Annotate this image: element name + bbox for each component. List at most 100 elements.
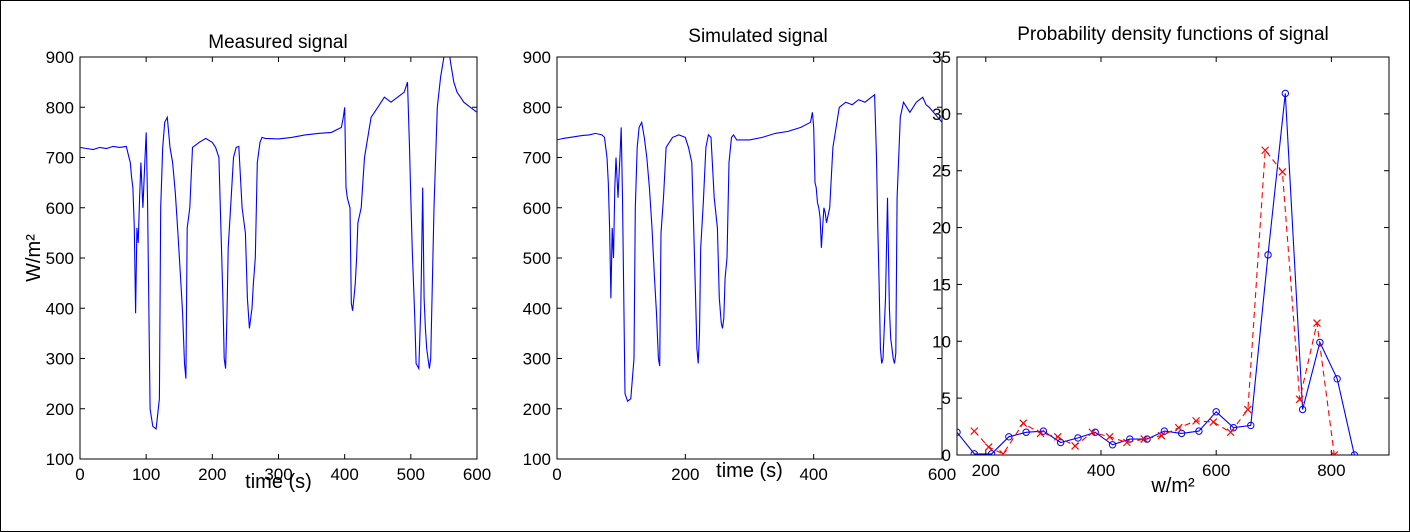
- plot-area: [956, 56, 1390, 456]
- data-point-x: [1243, 405, 1252, 414]
- data-point-circle: [1350, 451, 1359, 455]
- data-point-x: [1140, 435, 1149, 444]
- series-group: [80, 57, 477, 430]
- data-point-circle: [1281, 89, 1290, 98]
- y-tick-label: 25: [932, 162, 951, 181]
- chart-title: Probability density functions of signal: [1017, 24, 1329, 45]
- data-point-x-stroke: [1192, 416, 1200, 425]
- data-point-circle: [1333, 375, 1341, 383]
- data-point-x-stroke: [1295, 395, 1304, 404]
- data-point-x-stroke: [1001, 449, 1008, 455]
- data-point-x: [1192, 416, 1200, 425]
- data-point-x-stroke: [1330, 451, 1336, 455]
- data-point-x: [1226, 428, 1235, 437]
- y-tick-label: 100: [46, 450, 74, 469]
- data-point-x-stroke: [1071, 441, 1080, 450]
- data-point-x-stroke: [1333, 451, 1339, 455]
- x-axis-label: time (s): [245, 471, 312, 493]
- y-tick-label: 700: [46, 149, 74, 168]
- y-tick-label: 300: [523, 350, 551, 369]
- data-point-circle: [970, 450, 978, 455]
- data-point-x: [1261, 146, 1270, 155]
- series-line-1: [80, 57, 477, 430]
- data-point-x-stroke: [970, 427, 979, 436]
- x-tick-label: 600: [928, 465, 956, 484]
- series-line-2: [973, 148, 1335, 455]
- data-point-circle: [1022, 428, 1030, 436]
- data-point-x: [1157, 431, 1166, 440]
- data-point-x-stroke: [1053, 432, 1062, 441]
- data-point-x: [1313, 319, 1321, 328]
- y-tick-label: 500: [523, 249, 551, 268]
- x-tick-label: 600: [463, 465, 491, 484]
- y-tick-label: 400: [46, 299, 74, 318]
- y-tick-label: 10: [932, 332, 951, 351]
- x-tick-label: 400: [1087, 461, 1115, 480]
- chart-3: Probability density functions of signal 2…: [932, 24, 1390, 497]
- data-point-circle: [1160, 427, 1169, 435]
- x-tick-label: 500: [397, 465, 425, 484]
- x-axis-label: time (s): [716, 460, 783, 482]
- data-point-x: [970, 427, 979, 436]
- data-point-x: [984, 443, 993, 451]
- y-tick-label: 5: [942, 389, 951, 408]
- data-point-circle: [1195, 427, 1203, 435]
- data-point-x-stroke: [1226, 428, 1235, 437]
- y-tick-label: 35: [932, 48, 951, 67]
- data-point-x: [1071, 441, 1080, 450]
- data-point-x-stroke: [1157, 431, 1166, 440]
- x-tick-label: 400: [799, 465, 827, 484]
- y-tick-label: 400: [523, 299, 551, 318]
- data-point-circle: [1229, 424, 1238, 432]
- data-point-x-stroke: [1105, 432, 1114, 441]
- x-tick-label: 0: [75, 465, 84, 484]
- y-tick-label: 0: [942, 446, 951, 465]
- y-tick-label: 200: [46, 400, 74, 419]
- data-point-circle: [1212, 408, 1220, 416]
- data-point-x-stroke: [1174, 423, 1183, 432]
- data-point-circle: [1264, 251, 1272, 259]
- y-tick-label: 600: [523, 199, 551, 218]
- data-point-circle: [1108, 441, 1117, 449]
- plot-area: [556, 56, 943, 460]
- plot-area: [79, 56, 478, 460]
- series-line-1: [557, 93, 942, 403]
- data-point-x: [1174, 423, 1183, 432]
- series-group: [957, 89, 1359, 455]
- x-tick-label: 200: [198, 465, 226, 484]
- y-tick-label: 20: [932, 219, 951, 238]
- x-tick-label: 0: [552, 465, 561, 484]
- data-point-x-stroke: [1261, 146, 1270, 155]
- data-point-x-stroke: [1088, 428, 1097, 437]
- y-tick-label: 800: [46, 98, 74, 117]
- data-point-x: [1330, 451, 1339, 455]
- x-tick-label: 800: [1317, 461, 1345, 480]
- data-point-circle: [1247, 421, 1255, 430]
- y-tick-label: 900: [523, 48, 551, 67]
- data-point-circle: [1039, 427, 1048, 435]
- data-point-x: [1019, 419, 1028, 428]
- x-tick-label: 200: [972, 461, 1000, 480]
- x-tick-label: 300: [264, 465, 292, 484]
- chart-title: Measured signal: [208, 32, 347, 53]
- y-tick-label: 100: [523, 450, 551, 469]
- y-tick-label: 300: [46, 350, 74, 369]
- y-axis-label: W/m²: [23, 234, 45, 282]
- y-tick-label: 800: [523, 98, 551, 117]
- data-point-x: [1105, 432, 1114, 441]
- data-point-x: [1122, 438, 1131, 447]
- x-axis-label: w/m²: [1150, 475, 1195, 497]
- data-point-x-stroke: [1036, 429, 1045, 438]
- data-point-x: [1295, 395, 1304, 404]
- data-point-x-stroke: [1019, 419, 1028, 428]
- y-tick-label: 700: [523, 149, 551, 168]
- data-point-x: [999, 449, 1008, 455]
- data-point-x: [1036, 429, 1045, 438]
- data-point-circle: [957, 428, 961, 436]
- x-tick-label: 100: [132, 465, 160, 484]
- data-point-x: [1053, 432, 1062, 441]
